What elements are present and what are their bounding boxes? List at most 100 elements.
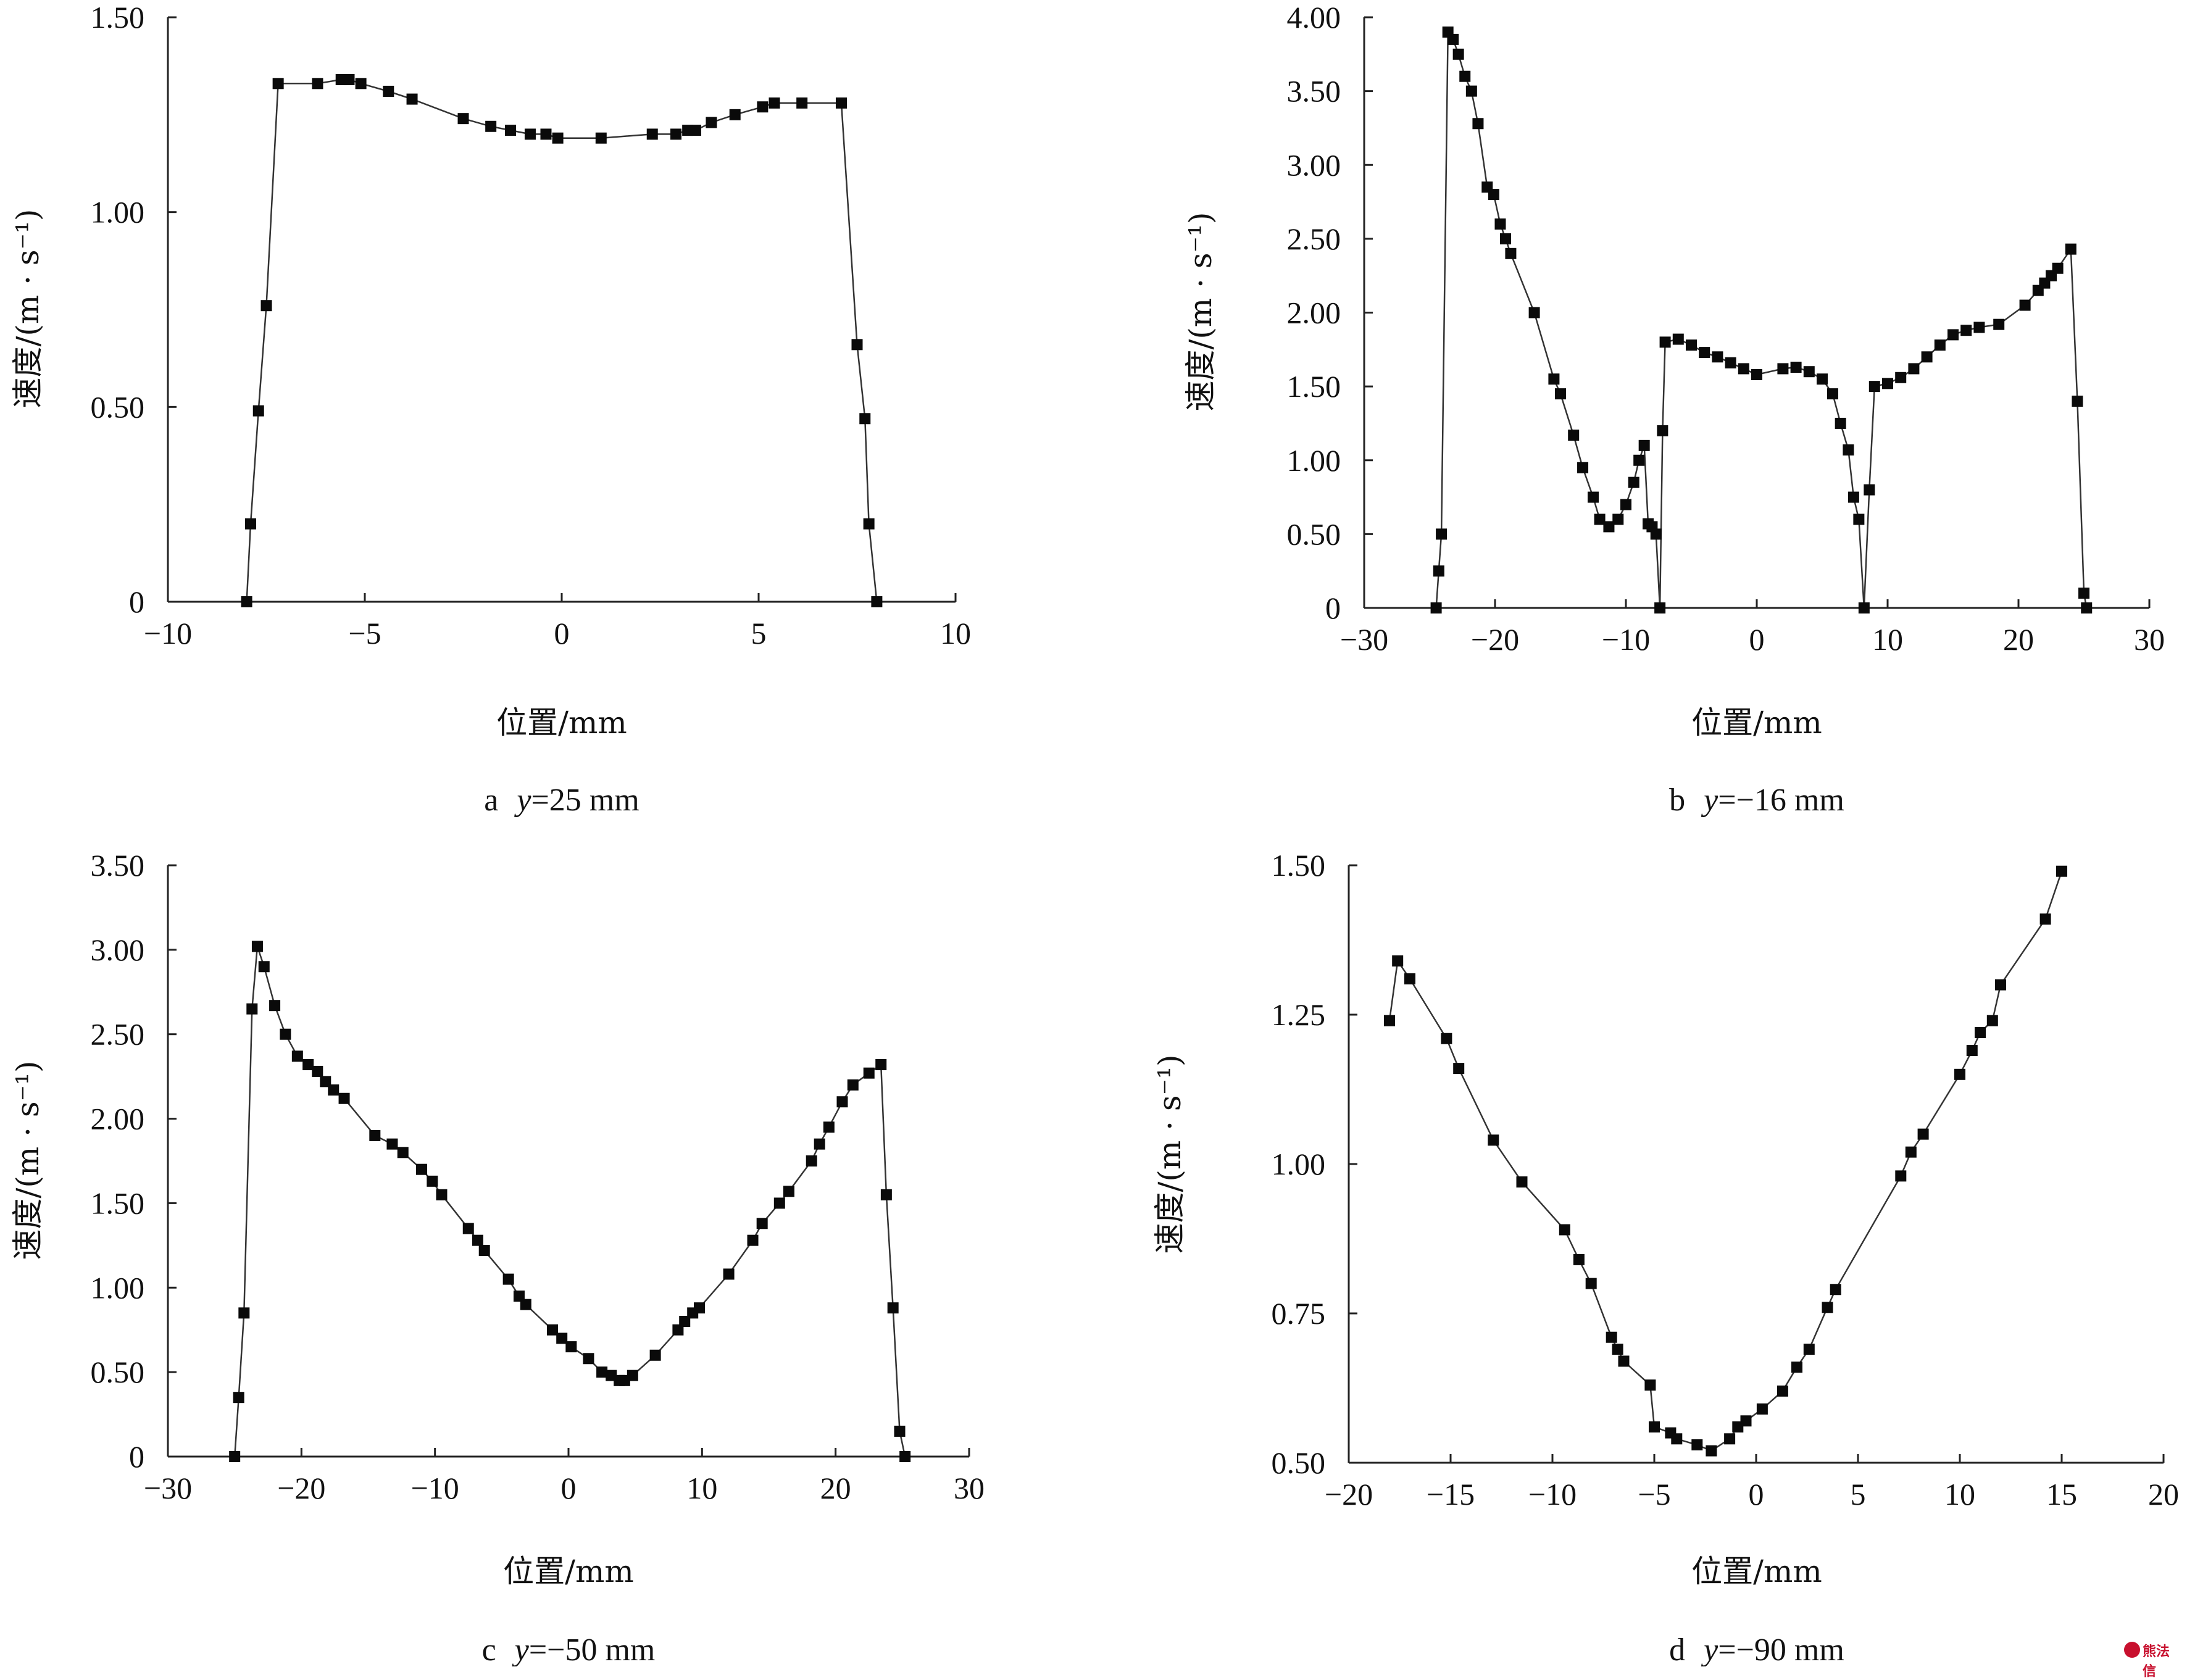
panel-c-data-point: [596, 1366, 608, 1378]
panel-c-data-point: [397, 1147, 409, 1158]
panel-d-data-point: [1917, 1128, 1929, 1140]
panel-d-data-point: [1830, 1284, 1841, 1295]
panel-d-caption-prefix: d: [1669, 1632, 1685, 1666]
panel-b-data-point: [1993, 318, 2005, 330]
panel-b-data-point: [1843, 444, 1854, 456]
panel-d-data-point: [1986, 1015, 1998, 1026]
panel-c-data-point: [233, 1392, 244, 1403]
panel-b-data-point: [1817, 373, 1828, 385]
panel-a-data-point: [835, 97, 847, 109]
panel-c-data-point: [472, 1234, 483, 1246]
panel-d-data-point: [1724, 1433, 1736, 1445]
panel-c-data-point: [320, 1076, 331, 1087]
panel-d-data-point: [1644, 1379, 1656, 1391]
panel-b-data-point: [1488, 189, 1499, 201]
panel-b-y-tick-label: 4.00: [1287, 0, 1341, 35]
panel-b-x-tick-label: 30: [2134, 622, 2165, 657]
panel-d-x-tick-label: 0: [1749, 1477, 1764, 1512]
panel-a-data-point: [505, 125, 517, 136]
panel-c-data-point: [783, 1186, 794, 1197]
panel-c-y-tick-label: 2.50: [91, 1017, 145, 1052]
panel-a-data-point: [355, 78, 367, 89]
panel-a-y-tick-label: 0: [129, 584, 144, 619]
panel-c-data-point: [436, 1189, 448, 1200]
panel-c: −30 −20 −10 0 10 20 30 0 0.50 1.00 1.50 2.00 2.50 3.0…: [10, 848, 985, 1666]
panel-b-data-point: [1908, 363, 1920, 375]
watermark-logo: 熊法信: [2124, 1638, 2180, 1679]
panel-a-data-point: [859, 413, 871, 425]
panel-c-series-line: [233, 946, 906, 1457]
panel-d-x-tick-label: −10: [1528, 1477, 1577, 1512]
panel-c-y-tick-label: 0.50: [91, 1355, 145, 1389]
panel-b-data-point: [1973, 322, 1985, 333]
panel-a: −10 −5 0 5 10 0 0.50 1.00 1.50 位置/mm 速度/(m · s⁻¹…: [10, 0, 971, 818]
panel-b-series-line: [1435, 30, 2088, 609]
panel-b-data-point: [1472, 118, 1484, 130]
panel-b-data-point: [1672, 333, 1684, 345]
panel-a-data-point: [670, 128, 682, 140]
panel-c-y-tick-label: 1.50: [91, 1186, 145, 1220]
panel-b-ticks: −30 −20 −10 0 10 20 30 0 0.50 1.00 1.50 2.00 2.50 3.0…: [1287, 0, 2165, 657]
panel-d-data-point: [1803, 1344, 1815, 1355]
panel-a-data-point: [272, 78, 284, 89]
panel-b-caption-var: y: [1701, 783, 1718, 818]
panel-a-caption-var: y: [514, 783, 531, 818]
panel-d-data-point: [1573, 1254, 1585, 1265]
panel-d-data-point: [1975, 1027, 1986, 1039]
panel-a-data-point: [769, 97, 780, 109]
panel-c-x-axis-title: 位置/mm: [503, 1553, 634, 1589]
panel-c-data-point: [338, 1092, 350, 1104]
panel-a-data-point: [540, 128, 552, 140]
panel-b-data-point: [1654, 602, 1666, 613]
panel-d-data-point: [1954, 1068, 1965, 1080]
panel-c-data-point: [723, 1268, 735, 1280]
panel-c-data-point: [747, 1234, 759, 1246]
panel-b-y-tick-label: 1.50: [1287, 369, 1341, 404]
panel-c-x-tick-label: 30: [954, 1471, 985, 1505]
panel-d-data-point: [1740, 1415, 1752, 1427]
panel-a-y-tick-label: 1.50: [91, 0, 145, 35]
panel-b-y-tick-label: 3.00: [1287, 148, 1341, 182]
panel-c-caption-value: =−50 mm: [529, 1632, 656, 1666]
panel-d-y-tick-label: 1.50: [1272, 848, 1326, 883]
panel-a-y-axis-title: 速度/(m · s⁻¹): [10, 209, 46, 408]
panel-a-x-tick-label: 0: [554, 616, 570, 651]
panel-b-caption-value: =−16 mm: [1718, 783, 1844, 818]
panel-a-data-point: [343, 74, 355, 86]
panel-d-data-point: [1691, 1439, 1703, 1450]
panel-b-data-point: [1751, 368, 1762, 380]
panel-b-data-point: [1725, 357, 1736, 368]
panel-d-caption: d y=−90 mm: [1669, 1632, 1844, 1666]
panel-c-data-point: [899, 1451, 911, 1462]
panel-c-data-point: [246, 1003, 258, 1015]
panel-b-data-point: [1895, 372, 1907, 383]
panel-b-data-point: [1858, 602, 1870, 613]
panel-b-data-point: [1459, 70, 1471, 82]
panel-a-caption-value: =25 mm: [531, 783, 639, 818]
panel-a-data-point: [729, 109, 741, 120]
panel-d-y-tick-label: 1.00: [1272, 1147, 1326, 1181]
panel-d-x-tick-label: −15: [1427, 1477, 1475, 1512]
panel-a-data-point: [383, 85, 394, 97]
panel-b-x-tick-label: 10: [1872, 622, 1903, 657]
panel-d-data-point: [1618, 1355, 1630, 1367]
panel-b-y-tick-label: 2.50: [1287, 222, 1341, 256]
panel-c-data-point: [478, 1245, 490, 1257]
panel-b-data-point: [1853, 514, 1865, 525]
panel-d-data-point: [1995, 979, 2006, 991]
panel-d-y-axis-title: 速度/(m · s⁻¹): [1152, 1054, 1188, 1254]
panel-c-data-point: [520, 1299, 531, 1310]
panel-b-data-point: [1827, 388, 1838, 400]
panel-d-y-tick-label: 1.25: [1272, 997, 1326, 1032]
panel-b-data-point: [1790, 362, 1802, 373]
panel-b-data-point: [1686, 339, 1697, 351]
panel-b-y-tick-label: 2.00: [1287, 296, 1341, 330]
panel-d-x-axis-title: 位置/mm: [1691, 1553, 1822, 1589]
panel-b-data-point: [1638, 439, 1650, 451]
panel-c-data-point: [679, 1316, 691, 1328]
panel-b-data-point: [1864, 484, 1875, 496]
panel-b-data-point: [1777, 363, 1789, 375]
panel-c-x-tick-label: −20: [277, 1471, 325, 1505]
panel-c-data-point: [814, 1138, 825, 1150]
